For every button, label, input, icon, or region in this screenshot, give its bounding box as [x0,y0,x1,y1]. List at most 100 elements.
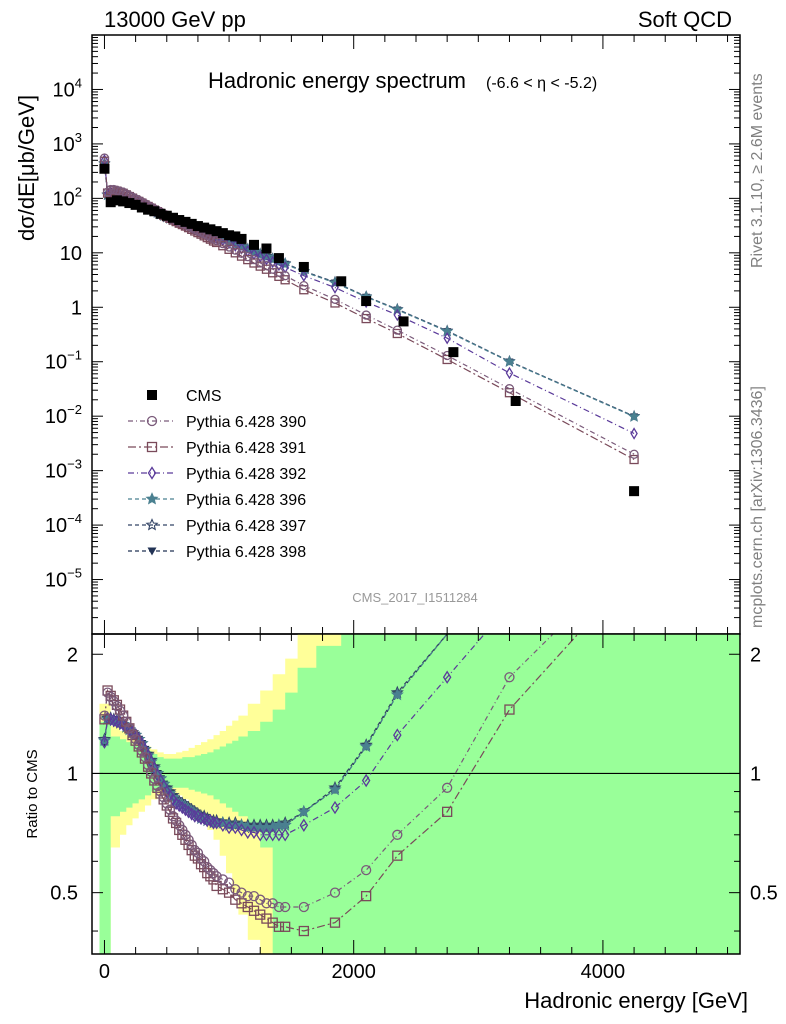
ratio-point [202,813,212,828]
ratio-point [118,710,129,721]
data-point [224,230,235,241]
ratio-point [212,816,221,830]
series-pythia-6-428-390 [99,153,639,459]
series-pythia-6-428-397 [98,156,641,422]
ratio-point [280,921,291,932]
y-tick-label: 10−1 [45,348,82,374]
ratio-point [299,818,309,832]
series-pythia-6-428-396 [98,157,641,422]
analysis-label: CMS_2017_I1511284 [352,590,478,605]
ratio-point [242,901,253,913]
ratio-point [330,800,340,815]
legend-marker [147,547,157,556]
ratio-line [103,633,554,908]
ratio-bands [99,634,740,954]
data-point [143,204,154,215]
ratio-point [205,871,216,882]
series-pythia-6-428-391 [99,156,639,465]
ratio-pythia-6-428-390 [99,633,554,913]
data-point [111,195,122,206]
y-tick-label: 102 [53,184,82,210]
ratio-point [209,816,218,830]
data-point [299,280,309,291]
main-panel: Hadronic energy spectrum (-6.6 < η < -5.… [14,34,741,635]
ratio-point [268,828,277,842]
ratio-point [205,864,216,876]
legend-label: CMS [186,388,222,405]
ratio-point [297,804,311,818]
data-point [361,313,371,324]
ratio-point [217,874,228,885]
ratio-point [392,829,403,840]
data-point [249,239,259,250]
ratio-point [230,894,241,905]
data-point [443,331,451,345]
x-tick-label: 4000 [581,961,626,983]
ratio-point [202,868,213,879]
ratio-point [199,856,210,867]
data-point [186,218,197,229]
y-tick-label: 10 [60,243,82,265]
data-point [255,258,265,268]
data-point [99,153,110,163]
process-label: Soft QCD [638,7,732,32]
ratio-point [237,823,246,837]
main-title-suffix: (-6.6 < η < -5.2) [486,75,597,92]
uncertainty-band-inner [99,634,740,954]
ratio-point [202,861,213,873]
ratio-ylabel: Ratio to CMS [24,749,41,838]
data-point [392,328,402,339]
data-point [102,187,113,197]
series-line [103,164,635,417]
legend-label: Pythia 6.428 392 [186,466,306,483]
ratio-point [223,887,235,898]
ratio-point [208,868,219,879]
x-tick-label: 0 [99,961,110,983]
ratio-y-tick-label: 2 [67,644,78,666]
ratio-y-tick-label-right: 1 [750,763,761,785]
ratio-point [136,745,147,757]
data-point [280,275,290,285]
data-point [503,355,516,367]
energy-label: 13000 GeV pp [104,7,246,32]
ratio-y-tick-label-right: 0.5 [750,883,778,905]
ratio-point [393,728,402,742]
x-tick-label: 2000 [331,961,376,983]
legend-label: Pythia 6.428 397 [186,518,306,535]
ratio-axis-ticks: 0.5 0.5 1 1 2 2 0 2000 4000 [50,634,778,983]
ratio-point [442,670,452,684]
ratio-point [196,811,206,826]
ratio-point [392,850,403,861]
ratio-point [130,734,141,745]
main-series [98,153,641,497]
ratio-point [242,890,253,902]
ratio-point [236,898,247,909]
legend-label: Pythia 6.428 398 [186,544,306,561]
data-point [161,210,172,221]
ratio-point [189,850,200,861]
series-pythia-6-428-398 [100,161,639,421]
data-point [627,410,641,422]
data-point [105,197,116,208]
data-point [192,221,203,232]
ratio-point [142,759,154,771]
ratio-point [261,898,272,909]
ratio-point [278,818,292,831]
ratio-point [180,829,191,840]
data-point [330,294,340,304]
data-point [205,224,216,235]
data-point [361,310,371,320]
ratio-point [192,847,204,859]
data-point [630,427,638,440]
ratio-point [133,739,144,751]
ratio-point [442,806,453,817]
ratio-point [249,825,259,840]
ratio-point [280,828,290,842]
y-tick-label: 10−3 [45,457,82,483]
data-point [504,384,515,394]
series-cms [99,163,640,497]
ratio-point [298,925,309,937]
ratio-y-tick-label-right: 2 [750,644,761,666]
ratio-point [127,728,138,739]
